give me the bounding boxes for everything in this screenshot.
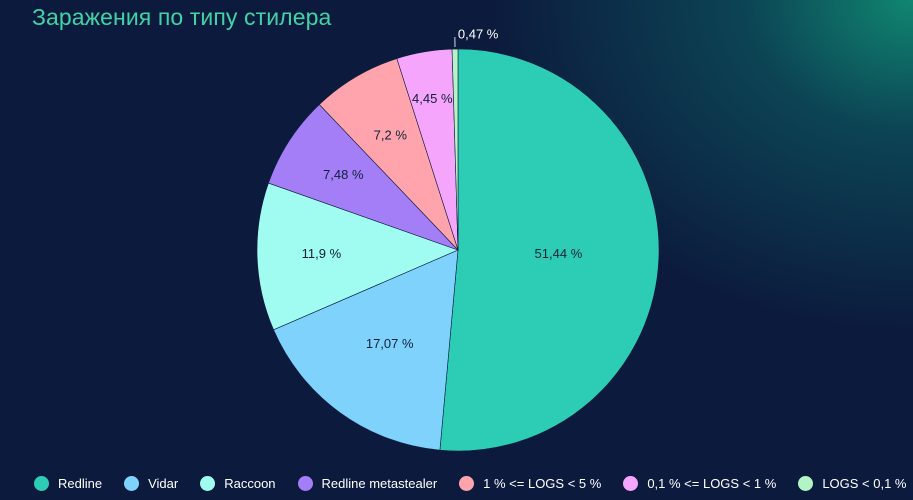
legend-item: Redline bbox=[34, 476, 102, 491]
legend-item: 1 % <= LOGS < 5 % bbox=[459, 476, 601, 491]
legend-item: Raccoon bbox=[200, 476, 276, 491]
legend-swatch-icon bbox=[459, 476, 475, 491]
pie-data-label: 11,9 % bbox=[302, 246, 342, 261]
legend-swatch-icon bbox=[124, 476, 140, 491]
pie-data-label: 51,44 % bbox=[535, 246, 583, 261]
legend-swatch-icon bbox=[200, 476, 216, 491]
legend-swatch-icon bbox=[623, 476, 639, 491]
pie-slices bbox=[256, 48, 660, 452]
legend-label: LOGS < 0,1 % bbox=[822, 476, 907, 491]
pie-labels: 51,44 % 17,07 % 11,9 % 7,48 % 7,2 % 4,45 % 0,4… bbox=[302, 26, 583, 350]
legend-label: 0,1 % <= LOGS < 1 % bbox=[647, 476, 777, 491]
legend-item: LOGS < 0,1 % bbox=[798, 476, 907, 491]
legend-label: Redline metastealer bbox=[321, 476, 438, 491]
pie-data-label: 17,07 % bbox=[366, 336, 414, 351]
legend-item: 0,1 % <= LOGS < 1 % bbox=[623, 476, 776, 491]
pie-slice-raccoon bbox=[256, 182, 459, 331]
pie-slice-logs-0-1 bbox=[451, 48, 459, 251]
legend-label: Raccoon bbox=[224, 476, 276, 491]
legend-label: 1 % <= LOGS < 5 % bbox=[483, 476, 602, 491]
pie-data-label: 4,45 % bbox=[412, 91, 453, 106]
legend-swatch-icon bbox=[297, 476, 313, 491]
legend-swatch-icon bbox=[34, 476, 49, 491]
pie-data-label: 7,48 % bbox=[323, 167, 364, 182]
legend-label: Redline bbox=[58, 476, 103, 491]
legend-item: Vidar bbox=[124, 476, 178, 491]
legend-label: Vidar bbox=[148, 476, 179, 491]
pie-data-label: 7,2 % bbox=[374, 127, 408, 142]
legend-item: Redline metastealer bbox=[297, 476, 438, 491]
pie-data-label: 0,47 % bbox=[458, 26, 499, 41]
chart-title: Заражения по типу стилера bbox=[32, 4, 332, 30]
pie-slice-redline bbox=[439, 48, 660, 452]
legend: Redline Vidar Raccoon Redline metastealer 1 … bbox=[34, 476, 907, 491]
legend-swatch-icon bbox=[798, 476, 814, 491]
pie-slice-vidar bbox=[273, 249, 459, 451]
